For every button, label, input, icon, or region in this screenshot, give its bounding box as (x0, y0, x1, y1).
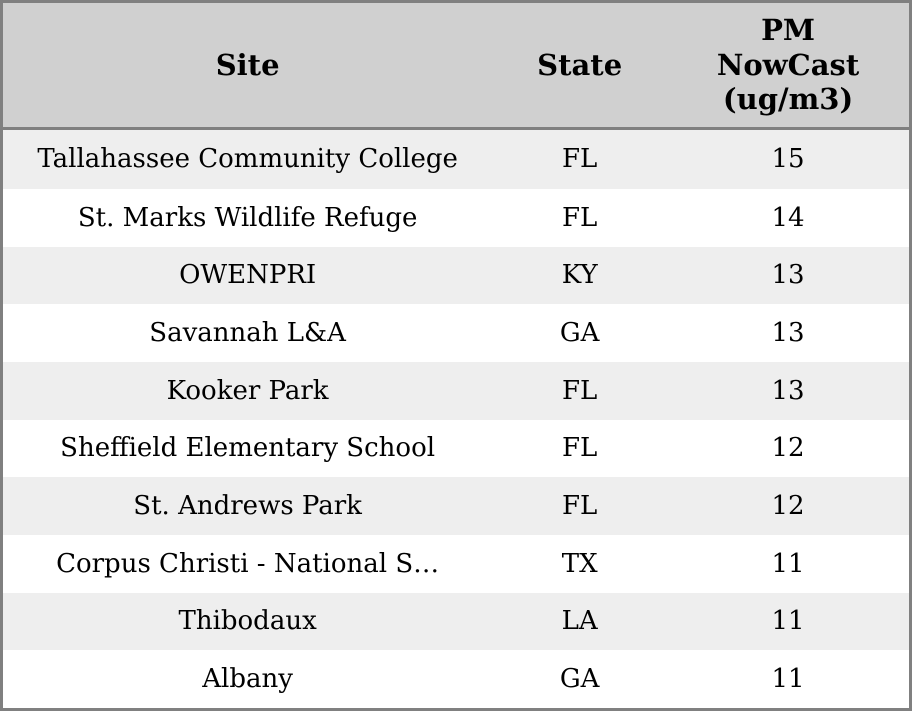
table-row: Sheffield Elementary School FL 12 (3, 419, 909, 478)
cell-state: FL (562, 202, 598, 233)
table-row: OWENPRI KY 13 (3, 246, 909, 305)
table-body: Tallahassee Community College FL 15 St. … (3, 128, 909, 708)
cell-site: Corpus Christi - National S… (56, 548, 440, 579)
column-header-pm-nowcast-label: PM NowCast (ug/m3) (716, 12, 860, 117)
cell-pm-nowcast: 13 (771, 375, 805, 406)
cell-state: LA (561, 606, 598, 637)
cell-pm-nowcast: 15 (771, 144, 805, 175)
cell-pm-nowcast: 11 (771, 606, 805, 637)
cell-state: KY (561, 260, 598, 291)
cell-site: OWENPRI (179, 260, 317, 291)
cell-pm-nowcast: 11 (771, 663, 805, 694)
cell-site: Albany (202, 663, 293, 694)
pm-nowcast-table: Site State PM NowCast (ug/m3) Tallahasse… (3, 3, 909, 708)
cell-state: GA (559, 317, 600, 348)
column-header-state-label: State (537, 47, 623, 82)
header-row: Site State PM NowCast (ug/m3) (3, 3, 909, 130)
cell-state: GA (559, 663, 600, 694)
cell-site: Tallahassee Community College (37, 144, 458, 175)
table-row: Corpus Christi - National S… TX 11 (3, 535, 909, 593)
table-row: Tallahassee Community College FL 15 (3, 128, 909, 190)
table-header: Site State PM NowCast (ug/m3) (3, 3, 909, 130)
cell-site: St. Andrews Park (133, 490, 362, 521)
cell-state: FL (562, 490, 598, 521)
cell-pm-nowcast: 11 (771, 548, 805, 579)
cell-state: FL (562, 433, 598, 464)
table-row: St. Andrews Park FL 12 (3, 477, 909, 535)
table-row: Thibodaux LA 11 (3, 592, 909, 651)
cell-site: Sheffield Elementary School (60, 433, 436, 464)
cell-site: Savannah L&A (149, 317, 346, 348)
table-row: St. Marks Wildlife Refuge FL 14 (3, 189, 909, 247)
column-header-pm-nowcast: PM NowCast (ug/m3) (667, 3, 909, 130)
column-header-state: State (492, 3, 668, 130)
cell-site: St. Marks Wildlife Refuge (77, 202, 418, 233)
cell-pm-nowcast: 12 (771, 490, 805, 521)
cell-state: TX (561, 548, 598, 579)
cell-pm-nowcast: 13 (771, 317, 805, 348)
cell-pm-nowcast: 12 (771, 433, 805, 464)
column-header-site-label: Site (215, 47, 280, 82)
cell-pm-nowcast: 13 (771, 260, 805, 291)
cell-site: Thibodaux (178, 606, 317, 637)
cell-site: Kooker Park (166, 375, 329, 406)
cell-pm-nowcast: 14 (771, 202, 805, 233)
column-header-site: Site (3, 3, 493, 130)
cell-state: FL (562, 375, 598, 406)
table-row: Albany GA 11 (3, 650, 909, 708)
table-row: Savannah L&A GA 13 (3, 304, 909, 363)
cell-state: FL (562, 144, 598, 175)
table-row: Kooker Park FL 13 (3, 362, 909, 420)
